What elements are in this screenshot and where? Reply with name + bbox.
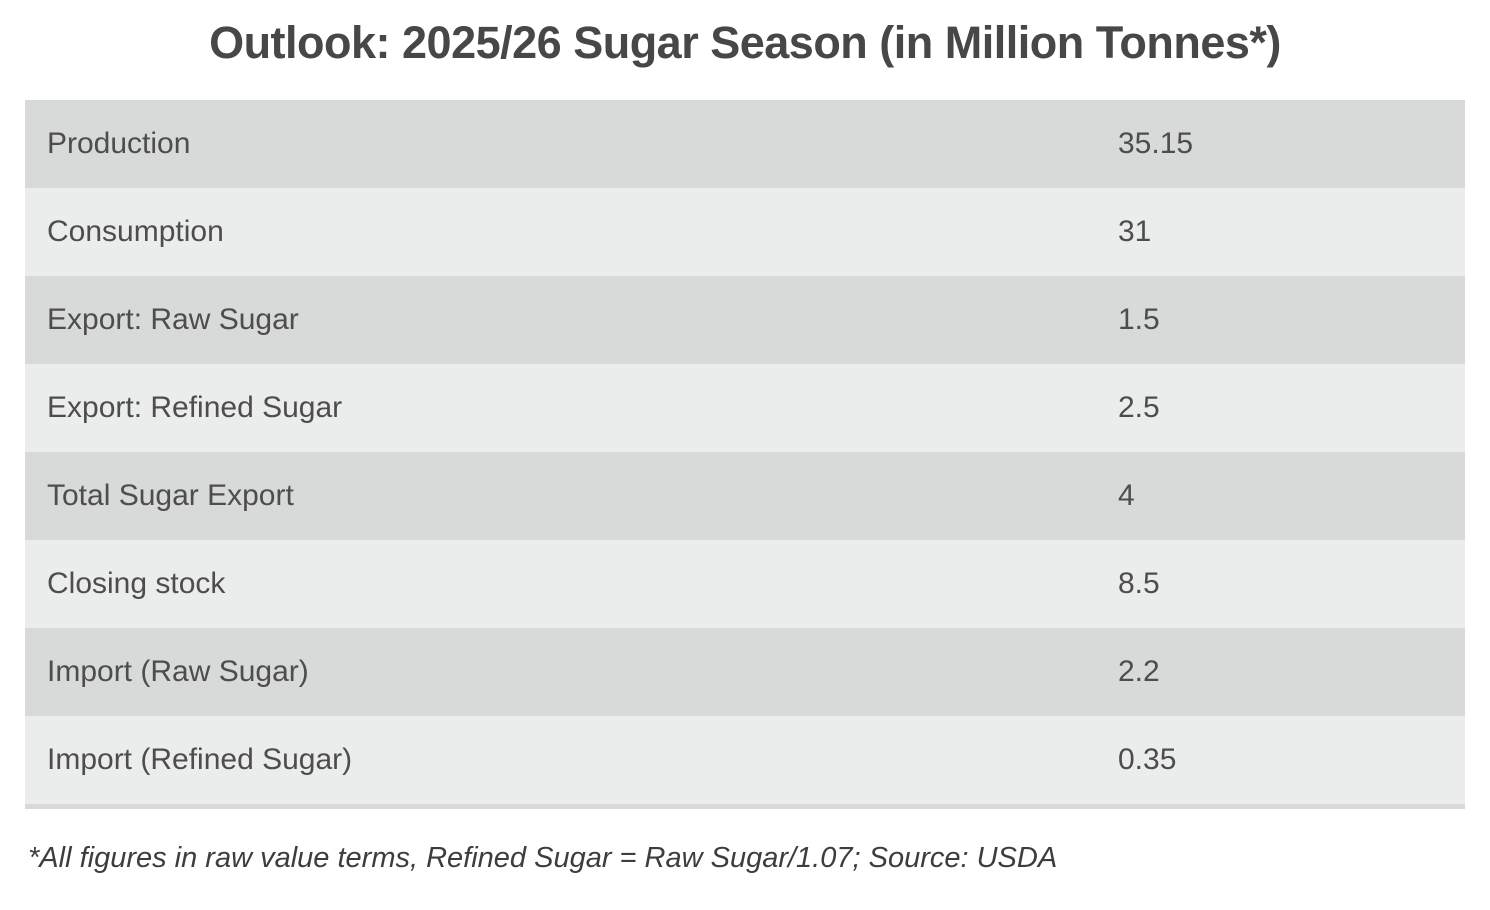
row-value: 31 xyxy=(1118,215,1152,248)
row-label: Consumption xyxy=(47,215,224,248)
table-row: Closing stock 8.5 xyxy=(25,540,1465,628)
table-row: Export: Refined Sugar 2.5 xyxy=(25,364,1465,452)
row-value: 4 xyxy=(1118,479,1135,512)
footnote: *All figures in raw value terms, Refined… xyxy=(28,842,1058,874)
row-value: 2.2 xyxy=(1118,655,1160,688)
row-value: 1.5 xyxy=(1118,303,1160,336)
row-label: Export: Raw Sugar xyxy=(47,303,299,336)
table-row: Import (Raw Sugar) 2.2 xyxy=(25,628,1465,716)
page-title: Outlook: 2025/26 Sugar Season (in Millio… xyxy=(209,17,1281,68)
row-value: 0.35 xyxy=(1118,743,1177,776)
outlook-table: Production 35.15 Consumption 31 Export: Raw … xyxy=(25,100,1465,809)
row-label: Production xyxy=(47,127,191,160)
table-row: Total Sugar Export 4 xyxy=(25,452,1465,540)
row-value: 2.5 xyxy=(1118,391,1160,424)
row-label: Closing stock xyxy=(47,567,226,600)
row-label: Total Sugar Export xyxy=(47,479,294,512)
table-row: Export: Raw Sugar 1.5 xyxy=(25,276,1465,364)
row-label: Import (Raw Sugar) xyxy=(47,655,309,688)
table-row: Consumption 31 xyxy=(25,188,1465,276)
row-label: Export: Refined Sugar xyxy=(47,391,343,424)
table-row: Import (Refined Sugar) 0.35 xyxy=(25,716,1465,804)
table-row: Production 35.15 xyxy=(25,100,1465,188)
row-value: 8.5 xyxy=(1118,567,1160,600)
row-label: Import (Refined Sugar) xyxy=(47,743,353,776)
row-value: 35.15 xyxy=(1118,127,1194,160)
